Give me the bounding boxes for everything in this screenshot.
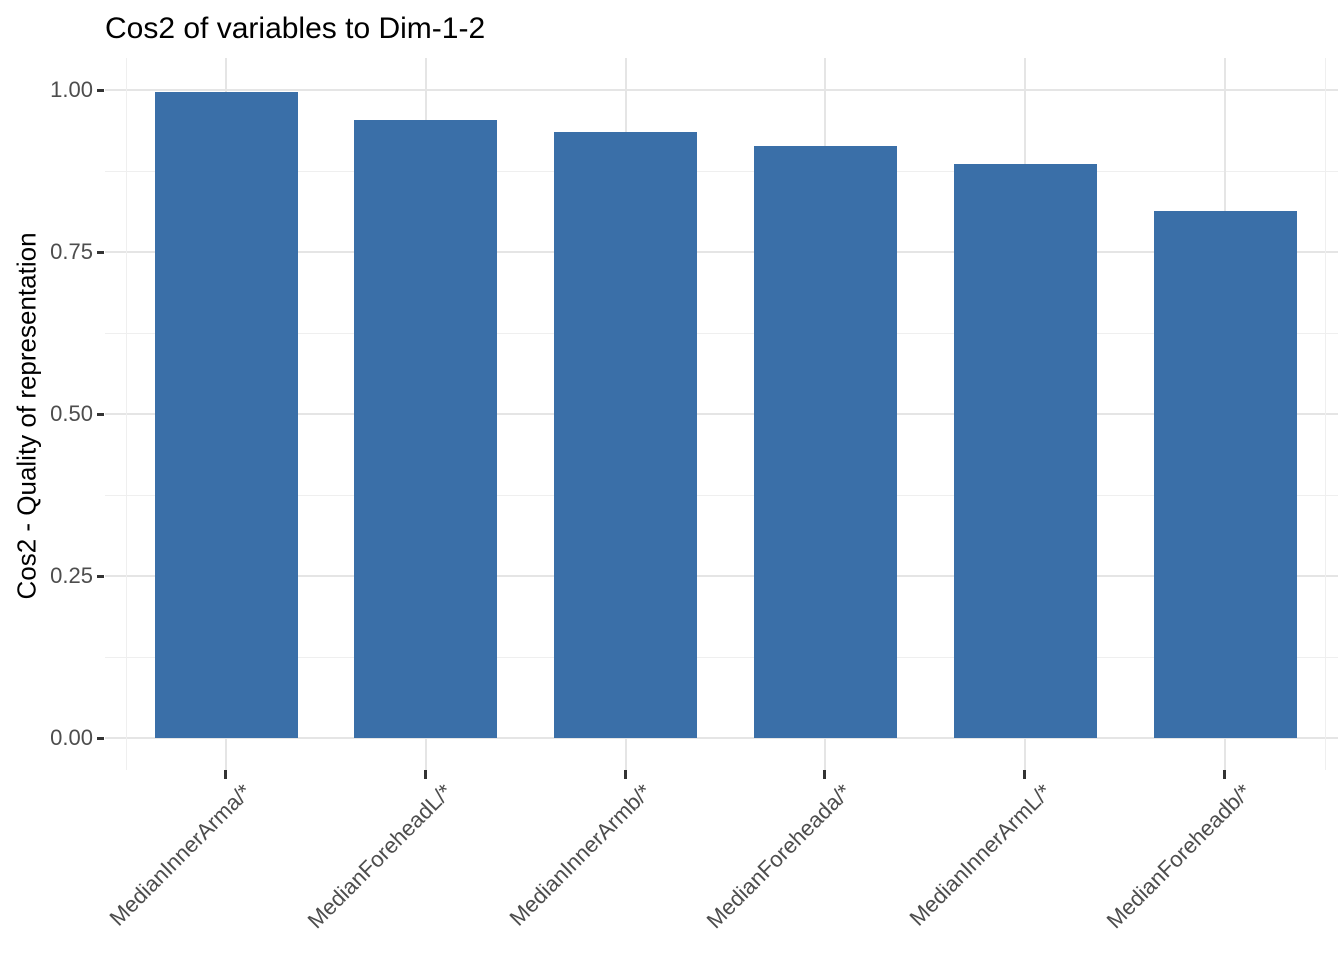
x-axis-tick xyxy=(1223,770,1226,779)
x-axis-tick xyxy=(623,770,627,779)
x-axis-tick xyxy=(224,770,227,779)
x-axis-tick-label: MedianInnerArmb/* xyxy=(504,779,657,931)
y-axis-tick-label: 1.00 xyxy=(50,77,93,102)
gridline-minor-horizontal xyxy=(105,170,1338,172)
y-axis-tick-label: 0.00 xyxy=(50,725,93,750)
bar xyxy=(953,163,1097,738)
gridline-major-horizontal xyxy=(105,737,1338,739)
gridline-minor-vertical xyxy=(1324,58,1326,770)
x-axis-tick xyxy=(1023,770,1027,779)
x-axis-tick xyxy=(423,770,427,779)
gridline-major-horizontal xyxy=(105,251,1338,253)
x-axis-tick-label: MedianForeheadL/* xyxy=(302,779,457,934)
y-axis-tick xyxy=(97,89,104,92)
y-axis-tick-label: 0.75 xyxy=(50,239,93,264)
x-axis-tick-label: MedianForeheada/* xyxy=(701,779,857,934)
y-axis-tick xyxy=(97,575,104,578)
bar xyxy=(554,132,698,738)
chart-title: Cos2 of variables to Dim-1-2 xyxy=(105,12,486,45)
gridline-minor-vertical xyxy=(126,58,128,770)
gridline-minor-horizontal xyxy=(105,656,1338,658)
x-axis-tick-label: MedianForeheadb/* xyxy=(1101,779,1256,934)
y-axis-tick-label: 0.25 xyxy=(50,563,93,588)
x-axis-tick-label: MedianInnerArmL/* xyxy=(904,779,1056,931)
gridline-major-horizontal xyxy=(105,413,1338,415)
gridline-minor-horizontal xyxy=(105,494,1338,496)
y-axis-tick xyxy=(97,251,104,254)
y-axis-tick xyxy=(97,413,104,416)
gridline-major-horizontal xyxy=(105,575,1338,577)
x-axis-tick-label: MedianInnerArma/* xyxy=(104,779,257,931)
gridline-minor-horizontal xyxy=(105,332,1338,334)
bar xyxy=(1153,211,1297,738)
gridline-major-horizontal xyxy=(105,89,1338,91)
x-axis-tick xyxy=(823,770,827,779)
bar xyxy=(354,119,498,738)
bar xyxy=(154,91,298,738)
y-axis-tick-label: 0.50 xyxy=(50,401,93,426)
bar xyxy=(753,146,897,738)
y-axis-tick xyxy=(97,737,104,740)
